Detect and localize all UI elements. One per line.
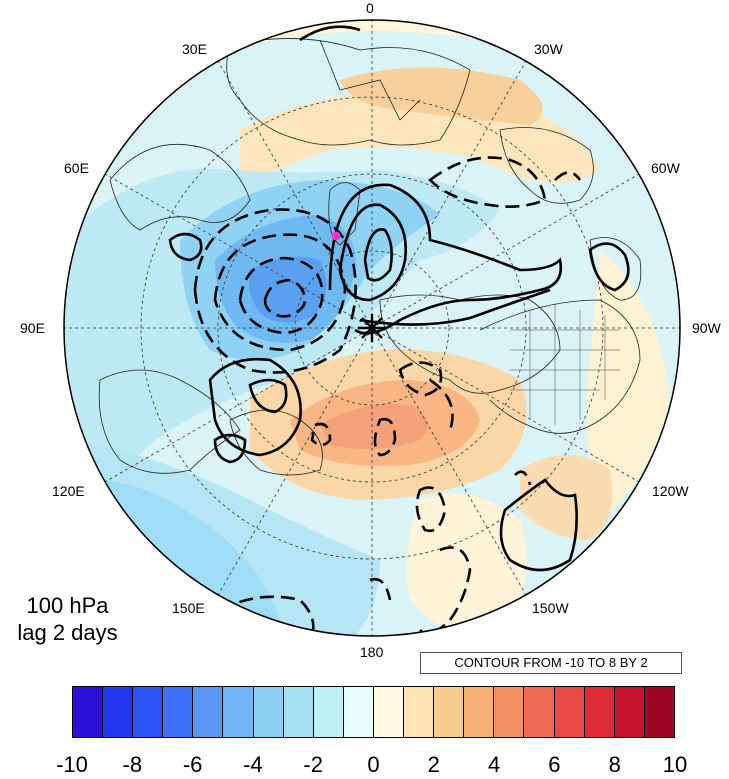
colorbar-tick-label: -6: [182, 752, 203, 777]
plot-caption: 100 hPa lag 2 days: [0, 592, 135, 646]
colorbar-cell: [313, 687, 344, 737]
colorbar: [72, 686, 675, 738]
lon-label-90w: 90W: [692, 320, 721, 336]
colorbar-cell: [163, 687, 194, 737]
colorbar-tick-label: 2: [427, 752, 440, 777]
lon-label-30e: 30E: [182, 41, 207, 57]
colorbar-tick-label: 10: [662, 752, 688, 777]
positive-center-max: [320, 404, 428, 449]
lon-label-150e: 150E: [172, 600, 205, 616]
colorbar-cell: [644, 687, 674, 737]
contour-info-box: CONTOUR FROM -10 TO 8 BY 2: [420, 652, 682, 674]
map-boundary: [63, 19, 681, 637]
lon-label-60w: 60W: [651, 160, 680, 176]
lon-label-90e: 90E: [20, 320, 45, 336]
positive-contours: [168, 25, 630, 572]
coastlines: [98, 38, 642, 476]
north-pole-marker: [358, 314, 386, 342]
colorbar-tick-label: 0: [367, 752, 380, 777]
colorbar-cell: [193, 687, 224, 737]
colorbar-cell: [434, 687, 465, 737]
colorbar-cell: [554, 687, 585, 737]
positive-patch-ne: [340, 67, 543, 125]
lag-label: lag 2 days: [17, 620, 118, 645]
colorbar-cell: [373, 687, 405, 737]
positive-patch-se: [520, 455, 613, 540]
colorbar-cell: [133, 687, 164, 737]
colorbar-cell: [103, 687, 134, 737]
colorbar-cell: [614, 687, 645, 737]
colorbar-cell: [404, 687, 435, 737]
station-marker: [331, 231, 341, 241]
colorbar-tick-label: 4: [487, 752, 501, 777]
lon-label-30w: 30W: [534, 41, 563, 57]
positive-east-band: [586, 250, 670, 520]
colorbar-cell: [464, 687, 495, 737]
colorbar-cell: [524, 687, 555, 737]
lon-label-180: 180: [360, 644, 384, 660]
lon-label-150w: 150W: [532, 600, 569, 616]
state-boundaries: [510, 305, 620, 425]
lon-label-0: 0: [366, 0, 374, 16]
negative-region-max: [248, 256, 327, 323]
negative-contours: [193, 156, 582, 636]
colorbar-cell: [73, 687, 104, 737]
colorbar-tick-label: -4: [243, 752, 263, 777]
lon-label-120w: 120W: [652, 483, 689, 499]
colorbar-tick-label: -2: [303, 752, 323, 777]
lon-label-120e: 120E: [52, 483, 85, 499]
colorbar-cell: [494, 687, 525, 737]
colorbar-cell: [584, 687, 615, 737]
colorbar-tick-label: -8: [122, 752, 143, 777]
colorbar-cell: [223, 687, 254, 737]
colorbar-tick-label: -10: [56, 752, 88, 777]
lon-label-60e: 60E: [64, 160, 89, 176]
colorbar-tick-label: 6: [548, 752, 561, 777]
colorbar-cell: [253, 687, 284, 737]
colorbar-cell: [283, 687, 314, 737]
colorbar-tick-label: 8: [608, 752, 621, 777]
pressure-level-label: 100 hPa: [26, 593, 109, 618]
positive-south-band: [406, 493, 527, 632]
colorbar-cell: [343, 687, 374, 737]
